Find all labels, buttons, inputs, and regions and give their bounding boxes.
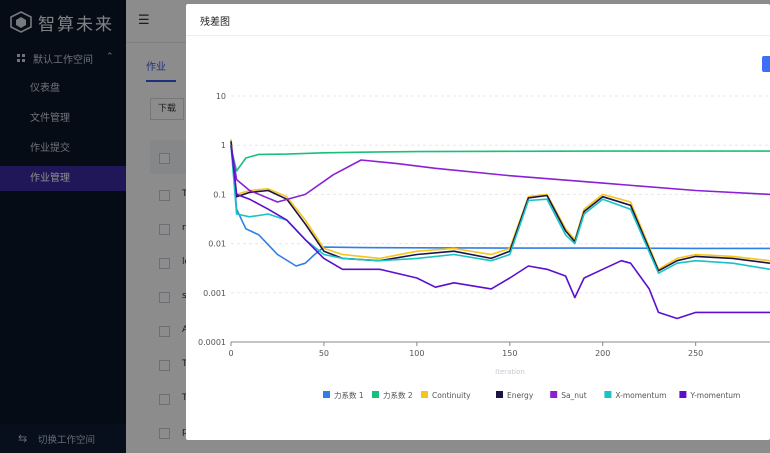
row-checkbox[interactable] — [159, 428, 170, 439]
y-tick-label: 1 — [221, 141, 226, 150]
row-checkbox[interactable] — [159, 292, 170, 303]
table-row-text: T — [182, 393, 188, 403]
table-row-text: s — [182, 291, 187, 301]
row-checkbox[interactable] — [159, 190, 170, 201]
logo: 智算未来 — [10, 8, 114, 36]
residual-modal: 残差图 — [186, 4, 770, 440]
row-checkbox[interactable] — [159, 224, 170, 235]
x-axis-label: Iteration — [495, 368, 525, 376]
row-checkbox[interactable] — [159, 394, 170, 405]
sidebar-item-job-manage[interactable]: 作业管理 — [0, 166, 126, 191]
sidebar-item-job-submit[interactable]: 作业提交 — [30, 143, 70, 154]
sidebar-item-files[interactable]: 文件管理 — [30, 113, 70, 124]
logo-mark-icon — [10, 11, 32, 33]
legend-swatch — [679, 391, 687, 398]
x-tick-label: 50 — [319, 349, 329, 358]
legend-swatch — [604, 391, 612, 398]
select-all-checkbox[interactable] — [159, 153, 170, 164]
download-button[interactable]: 下载 — [150, 98, 184, 120]
legend-label: Energy — [507, 391, 534, 400]
legend-label: Continuity — [432, 391, 471, 400]
table-row-text: T — [182, 189, 188, 199]
legend-label: X-momentum — [615, 391, 666, 400]
modal-divider — [186, 35, 770, 36]
legend-label: Sa_nut — [561, 391, 587, 400]
workspace-label: 默认工作空间 — [33, 54, 93, 66]
sidebar-item-dashboard[interactable]: 仪表盘 — [30, 83, 60, 94]
y-tick-label: 0.0001 — [198, 338, 226, 347]
row-checkbox[interactable] — [159, 360, 170, 371]
legend-swatch — [550, 391, 558, 398]
logo-text: 智算未来 — [38, 14, 114, 35]
series-line — [230, 145, 770, 320]
series-line — [230, 139, 770, 267]
menu-fold-icon[interactable]: ☰ — [138, 13, 150, 28]
table-row-text: n — [182, 223, 188, 233]
swap-icon: ⇆ — [18, 432, 28, 445]
legend-label: 力系数 1 — [334, 390, 364, 400]
y-tick-label: 10 — [216, 92, 226, 101]
grid-icon — [17, 54, 25, 62]
legend-label: Y-momentum — [689, 391, 740, 400]
chevron-up-icon: ⌃ — [106, 52, 114, 62]
legend-swatch — [323, 391, 330, 398]
x-tick-label: 150 — [502, 349, 517, 358]
x-tick-label: 200 — [595, 349, 610, 358]
table-row-text: A — [182, 325, 188, 335]
toolbar-button[interactable] — [762, 56, 770, 72]
series-line — [230, 145, 770, 203]
modal-title: 残差图 — [200, 17, 230, 28]
tab-underline — [146, 80, 176, 82]
sidebar: 智算未来 默认工作空间 ⌃ 仪表盘 文件管理 作业提交 作业管理 ⇆ 切换工作空… — [0, 0, 126, 453]
legend-label: 力系数 2 — [383, 390, 413, 400]
series-line — [230, 139, 770, 271]
row-checkbox[interactable] — [159, 326, 170, 337]
table-row-text: T — [182, 359, 188, 369]
y-tick-label: 0.001 — [203, 289, 226, 298]
switch-workspace-button[interactable]: ⇆ 切换工作空间 — [0, 424, 126, 453]
legend-swatch — [496, 391, 503, 398]
x-tick-label: 250 — [688, 349, 703, 358]
x-tick-label: 100 — [409, 349, 424, 358]
row-checkbox[interactable] — [159, 258, 170, 269]
series-line — [230, 147, 770, 172]
y-tick-label: 0.1 — [213, 190, 226, 199]
tab-jobs[interactable]: 作业 — [146, 62, 166, 73]
workspace-menu[interactable]: 默认工作空间 ⌃ — [0, 44, 126, 72]
table-row-text: p — [182, 427, 188, 437]
switch-workspace-label: 切换工作空间 — [38, 434, 96, 446]
legend-swatch — [421, 391, 428, 398]
x-tick-label: 0 — [228, 349, 233, 358]
y-tick-label: 0.01 — [208, 240, 226, 249]
legend-swatch — [372, 391, 379, 398]
